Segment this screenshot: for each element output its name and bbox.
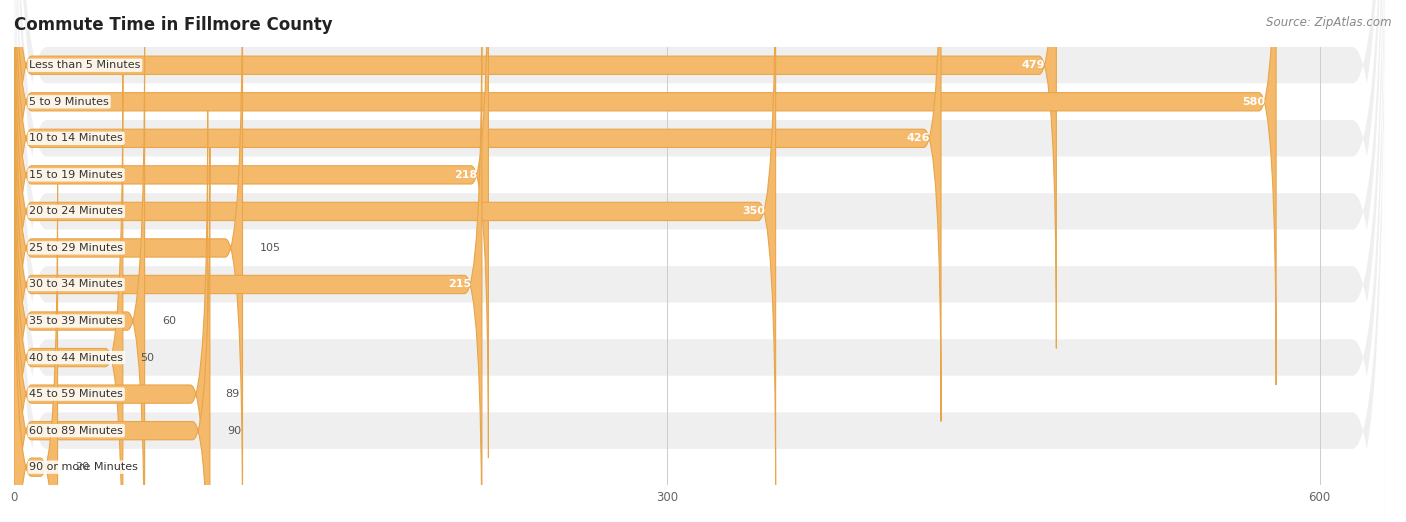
FancyBboxPatch shape	[14, 1, 482, 522]
FancyBboxPatch shape	[14, 0, 1385, 522]
FancyBboxPatch shape	[14, 0, 243, 522]
Text: 218: 218	[454, 170, 478, 180]
FancyBboxPatch shape	[14, 75, 122, 522]
Text: 10 to 14 Minutes: 10 to 14 Minutes	[30, 133, 124, 144]
Text: 89: 89	[225, 389, 239, 399]
Text: 20: 20	[75, 462, 89, 472]
FancyBboxPatch shape	[14, 184, 58, 522]
Text: Less than 5 Minutes: Less than 5 Minutes	[30, 60, 141, 70]
FancyBboxPatch shape	[14, 0, 1385, 522]
FancyBboxPatch shape	[14, 0, 1385, 522]
Text: 105: 105	[260, 243, 281, 253]
FancyBboxPatch shape	[14, 0, 1385, 522]
Text: 580: 580	[1243, 97, 1265, 107]
FancyBboxPatch shape	[14, 0, 1056, 349]
Text: 30 to 34 Minutes: 30 to 34 Minutes	[30, 279, 124, 290]
Text: 20 to 24 Minutes: 20 to 24 Minutes	[30, 206, 124, 217]
Text: 15 to 19 Minutes: 15 to 19 Minutes	[30, 170, 124, 180]
Text: 40 to 44 Minutes: 40 to 44 Minutes	[30, 352, 124, 363]
Text: 35 to 39 Minutes: 35 to 39 Minutes	[30, 316, 124, 326]
Text: 60: 60	[162, 316, 176, 326]
FancyBboxPatch shape	[14, 0, 776, 495]
Text: 5 to 9 Minutes: 5 to 9 Minutes	[30, 97, 110, 107]
FancyBboxPatch shape	[14, 0, 488, 458]
Text: 90 or more Minutes: 90 or more Minutes	[30, 462, 138, 472]
Text: 426: 426	[907, 133, 931, 144]
Text: 215: 215	[449, 279, 471, 290]
Text: 90: 90	[228, 425, 242, 436]
FancyBboxPatch shape	[14, 0, 1385, 522]
Text: 479: 479	[1022, 60, 1046, 70]
Text: 25 to 29 Minutes: 25 to 29 Minutes	[30, 243, 124, 253]
FancyBboxPatch shape	[14, 111, 208, 522]
FancyBboxPatch shape	[14, 38, 145, 522]
Text: 60 to 89 Minutes: 60 to 89 Minutes	[30, 425, 124, 436]
FancyBboxPatch shape	[14, 0, 1385, 522]
FancyBboxPatch shape	[14, 0, 941, 422]
FancyBboxPatch shape	[14, 0, 1385, 522]
FancyBboxPatch shape	[14, 0, 1385, 522]
FancyBboxPatch shape	[14, 0, 1385, 522]
Text: Source: ZipAtlas.com: Source: ZipAtlas.com	[1267, 16, 1392, 29]
Text: 45 to 59 Minutes: 45 to 59 Minutes	[30, 389, 124, 399]
FancyBboxPatch shape	[14, 148, 209, 522]
Text: 50: 50	[141, 352, 155, 363]
FancyBboxPatch shape	[14, 0, 1385, 522]
Text: 350: 350	[742, 206, 765, 217]
FancyBboxPatch shape	[14, 0, 1277, 385]
Text: Commute Time in Fillmore County: Commute Time in Fillmore County	[14, 16, 333, 33]
FancyBboxPatch shape	[14, 0, 1385, 522]
FancyBboxPatch shape	[14, 0, 1385, 522]
